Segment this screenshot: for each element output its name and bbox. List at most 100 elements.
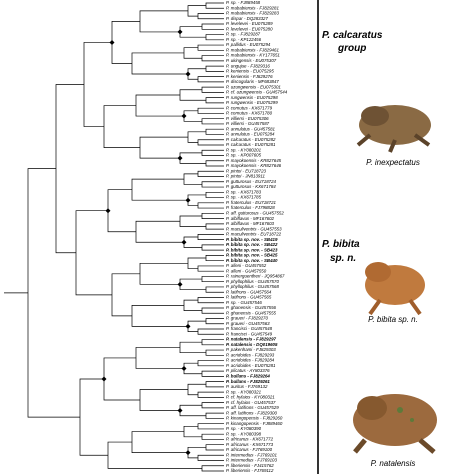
branch: [131, 305, 188, 327]
branch: [183, 110, 202, 122]
branch: [197, 234, 224, 240]
caption: P. bibita sp. n.: [368, 315, 418, 324]
tip-label: P. alleni - GU457550: [226, 268, 267, 273]
tip-label: P. kinangopensis - FJ829260: [226, 416, 283, 421]
tip-label: P. pintoi - EU718723: [226, 168, 267, 173]
branch: [197, 423, 224, 430]
group-label: P. calcaratus: [322, 30, 383, 41]
group-label: group: [337, 43, 366, 54]
branch: [187, 68, 206, 80]
tip-label: P. ghanensis - GU457556: [226, 305, 277, 310]
tip-label: P. maculiventris - EU718722: [226, 232, 282, 237]
branch: [197, 360, 224, 367]
branch: [187, 320, 206, 333]
tip-label: P. annulatus - GU457581: [226, 126, 276, 131]
tip-label: P. africanus - KX671773: [226, 442, 274, 447]
tip-label: P. ukingensis - EU075307: [226, 58, 277, 63]
branch: [103, 105, 140, 148]
tip-label: P. mababiensis - KY177651: [226, 53, 280, 58]
tip-label: P. latifrons - GU457565: [226, 295, 272, 300]
branch: [131, 52, 188, 75]
branch: [201, 181, 224, 188]
tip-label: P. gutturosus - EU718724: [226, 179, 277, 184]
tip-label: P. ghanensis - GU457555: [226, 310, 277, 315]
tip-label: P. levelevei - EU075289: [226, 21, 273, 26]
branch: [103, 357, 140, 401]
tip-label: P. albiflavus - MF167602: [226, 216, 275, 221]
tip-label: P. gutturosus - KX671784: [226, 184, 276, 189]
tip-label: P. bibita sp. nov. - SB423: [226, 247, 278, 252]
branch: [205, 444, 224, 451]
branch: [201, 370, 224, 377]
tip-label: P. cf. hylaios - KY080321: [226, 395, 275, 400]
branch: [205, 2, 224, 9]
branch: [75, 210, 112, 296]
branch: [205, 412, 224, 419]
branch: [205, 191, 224, 198]
branch: [205, 381, 224, 388]
tip-label: P. intermedius - FJ769101: [226, 452, 277, 457]
branch: [201, 23, 224, 30]
branch: [205, 160, 224, 167]
tip-label: P. mababiensis - FJ829281: [226, 5, 279, 10]
branch: [197, 297, 224, 304]
tip-label: P. sp. - KP007605: [226, 153, 262, 158]
tip-label: P. graueri - FJ829270: [226, 316, 268, 321]
branch: [187, 194, 206, 206]
tip-label: P. sp. - FJ829287: [226, 32, 261, 37]
tip-label: P. pallidus - EU075294: [226, 42, 271, 47]
frog-image: [365, 262, 425, 316]
tip-label: P. mayokoensis - KR827646: [226, 163, 282, 168]
frog-image: [356, 105, 431, 153]
branch: [187, 446, 206, 459]
branch: [139, 136, 188, 159]
tip-label: P. cornutus - KX671780: [226, 111, 273, 116]
tip-label: P. fraterculus - FJ798828: [226, 205, 275, 210]
tip-label: P. rainerguentheri - JQ954867: [226, 274, 285, 279]
tip-label: P. aff. gutturosus - GU457552: [226, 210, 284, 215]
branch: [205, 223, 224, 230]
tip-label: P. natalensis - FJ829297: [226, 337, 277, 342]
branch: [139, 262, 188, 285]
tip-label: P. cf. uzungwensis - GU457544: [226, 90, 288, 95]
branch: [27, 168, 80, 418]
tip-label: P. kinangopensis - FJ889460: [226, 421, 283, 426]
tip-label: P. liberiensis - FJ415762: [226, 463, 274, 468]
tip-label: P. bibita sp. nov. - SB419: [226, 237, 278, 242]
branch: [135, 220, 184, 243]
tip-label: P. levelevei - EU075280: [226, 26, 273, 31]
tip-label: P. sp. - GU457546: [226, 300, 262, 305]
tip-label: P. bullans - FJ829264: [226, 374, 270, 379]
branch: [139, 389, 188, 411]
tip-label: P. francisci - GU457548: [226, 326, 273, 331]
branch: [55, 84, 84, 254]
branch: [197, 44, 224, 51]
tip-label: P. graueri - GU457563: [226, 321, 270, 326]
branch: [197, 454, 224, 461]
branch: [205, 255, 224, 262]
branch: [197, 391, 224, 398]
branch: [131, 178, 188, 201]
tip-label: P. aff. latifrons - GU457529: [226, 405, 279, 410]
branch: [83, 42, 112, 127]
branch: [201, 402, 224, 409]
tip-label: P. mayokoensis - KR827645: [226, 158, 282, 163]
branch: [201, 307, 224, 314]
branch: [197, 202, 224, 209]
branch: [197, 328, 224, 335]
tip-label: P. cf. hylaios - GU457537: [226, 400, 276, 405]
branch: [205, 97, 224, 104]
branch: [139, 10, 188, 33]
branch: [201, 86, 224, 93]
branch: [197, 107, 224, 114]
tip-label: P. sp. - KX671783: [226, 189, 262, 194]
branch: [205, 128, 224, 135]
branch: [183, 173, 202, 185]
tip-label: P. rungwensis - EU075299: [226, 100, 278, 105]
branch: [205, 349, 224, 356]
tip-label: P. sp. - FJ889458: [226, 0, 261, 5]
tip-label: P. natalensis - DQ019605: [226, 342, 278, 347]
tip-label: P. bibita sp. nov. - SB425: [226, 253, 278, 258]
tip-label: P. sp. - KY080321: [226, 389, 262, 394]
